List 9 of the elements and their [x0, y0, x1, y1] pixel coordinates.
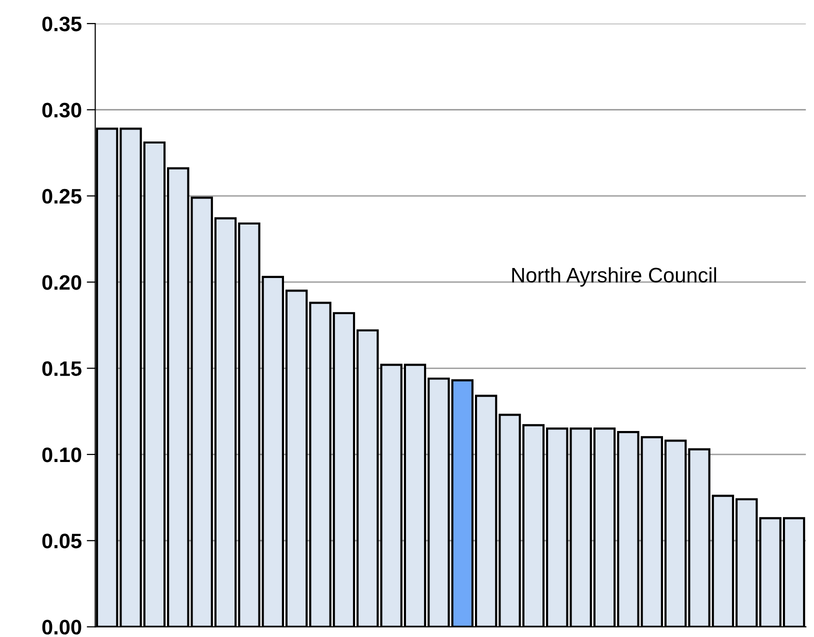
y-tick-label: 0.35: [42, 16, 82, 32]
y-tick-label: 0.20: [42, 275, 82, 290]
y-tick-label: 0.05: [42, 534, 82, 548]
annotation: North Ayrshire Council: [512, 267, 716, 287]
y-tick-label: 0.30: [42, 102, 82, 118]
y-tick-label: 0.15: [42, 361, 82, 376]
y-tick-label: 0.25: [42, 188, 82, 204]
y-tick-label: 0.10: [42, 447, 82, 462]
y-tick-label: 0.00: [42, 620, 82, 635]
